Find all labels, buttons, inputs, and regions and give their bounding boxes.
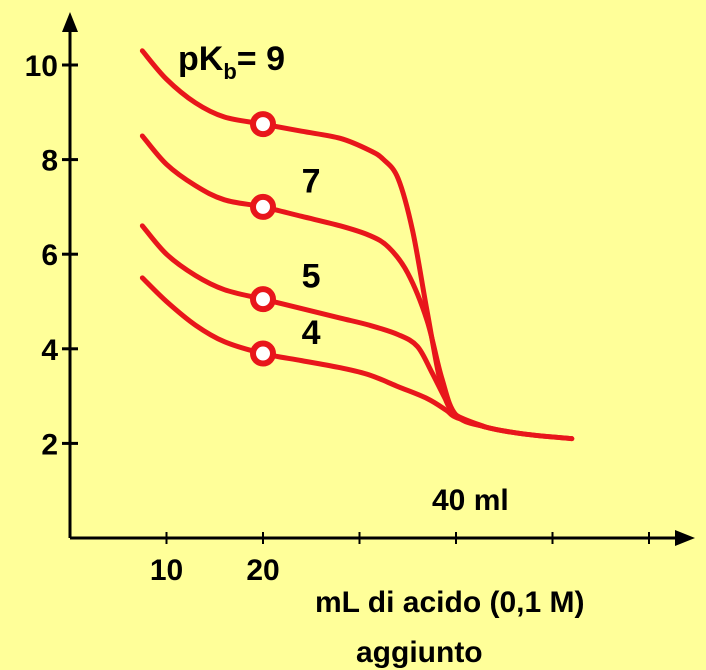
y-tick-label: 4 [41,334,58,367]
titration-curve-pkb-9 [139,48,575,442]
x-tick-label: 10 [150,554,183,587]
y-axis-arrowhead [62,12,78,32]
chart-title-suffix: = 9 [237,40,285,78]
titration-curve-pkb-5 [139,223,488,430]
x-axis-label: mL di acido (0,1 M) [315,586,585,619]
equivalence-label: 40 ml [432,484,509,517]
y-tick-label: 6 [41,239,58,272]
y-tick-label: 2 [41,428,58,461]
x-tick-label: 20 [246,554,279,587]
series-label-pkb-4: 4 [302,314,321,352]
series-label-pkb-5: 5 [302,257,321,295]
half-equivalence-marker-pkb-7 [250,193,276,220]
markers [250,111,276,367]
y-tick-label: 10 [25,50,58,83]
chart-title: pKb= 9 [178,40,285,84]
half-equivalence-marker-pkb-4 [250,340,276,367]
series-label-pkb-7: 7 [302,163,321,201]
half-equivalence-marker-pkb-5 [250,286,276,313]
titration-curve-pkb-7 [139,133,575,442]
ticks: 10 20 2 4 6 8 10 [25,50,650,587]
chart-title-prefix: pK [178,40,224,78]
y-tick-label: 8 [41,145,58,178]
curves [139,48,575,442]
half-equivalence-marker-pkb-9 [250,111,276,138]
labels: pKb= 9 40 ml mL di acido (0,1 M) aggiunt… [178,40,585,669]
chart-title-subscript: b [223,59,236,84]
x-axis-arrowhead [675,530,695,546]
axes [62,12,695,546]
x-axis-label-line2: aggiunto [356,636,483,669]
titration-curve-pkb-4 [139,275,488,430]
